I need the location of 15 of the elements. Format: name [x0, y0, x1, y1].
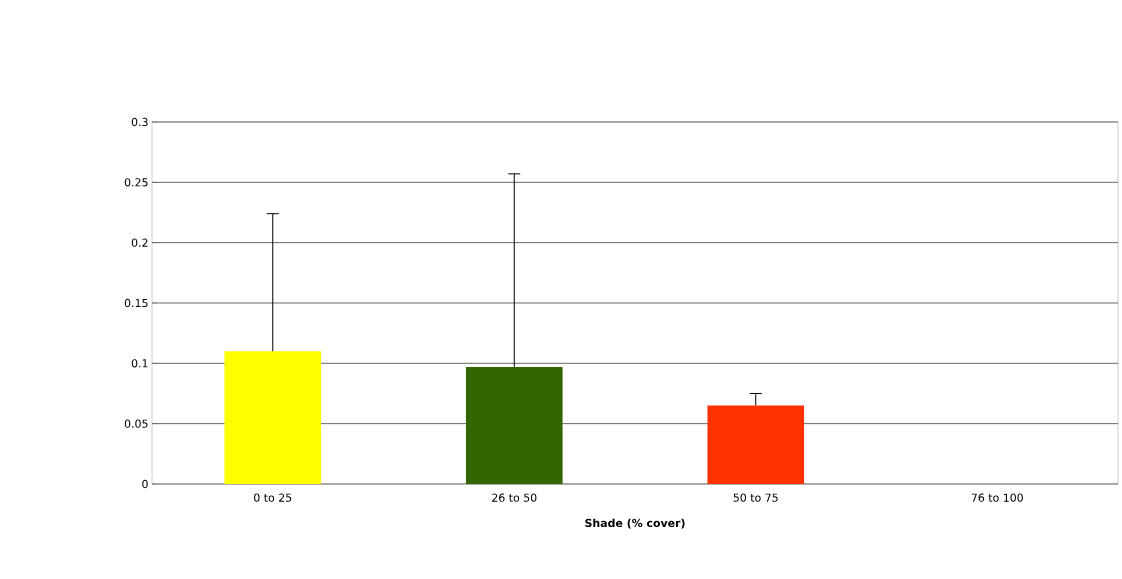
y-tick-label: 0.25 [124, 178, 148, 187]
bar [224, 351, 322, 484]
y-tick-label: 0.2 [131, 238, 148, 247]
y-tick-label: 0.15 [124, 298, 148, 308]
bar [707, 405, 805, 484]
x-axis-title: Shade (% cover) [585, 518, 685, 529]
bar [465, 366, 563, 484]
y-tick-label: 0 [142, 479, 148, 489]
x-tick-label: 26 to 50 [492, 493, 537, 502]
y-tick-label: 0.1 [131, 359, 148, 368]
x-tick-label: 0 to 25 [254, 493, 292, 502]
x-tick-label: 50 to 75 [733, 493, 778, 502]
y-tick-label: 0.05 [124, 419, 148, 428]
x-tick-label: 76 to 100 [971, 493, 1023, 502]
y-tick-label: 0.3 [131, 117, 148, 127]
